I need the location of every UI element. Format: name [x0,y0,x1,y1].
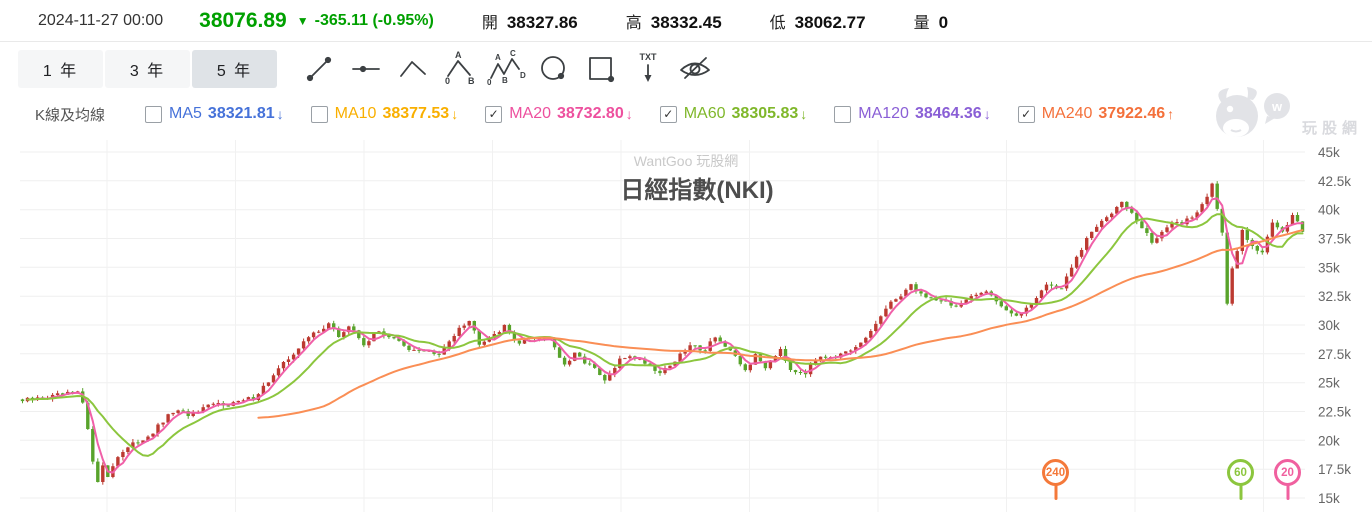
marker-stem [1286,485,1289,500]
text-note-icon[interactable]: TXT [624,46,671,92]
svg-text:32.5k: 32.5k [1318,289,1351,304]
ma5-toggle[interactable]: MA5 38321.81 ↓ [145,105,284,123]
open-group: 開 38327.86 [482,9,578,33]
low-group: 低 38062.77 [770,9,866,33]
svg-text:22.5k: 22.5k [1318,405,1351,420]
period-button-3y[interactable]: 3 年 [105,50,190,88]
period-button-5y[interactable]: 5 年 [192,50,277,88]
legend-title: K線及均線 [35,106,106,124]
quote-datetime: 2024-11-27 00:00 [38,11,164,29]
rectangle-icon[interactable] [577,46,624,92]
horizontal-line-icon[interactable] [342,46,389,92]
high-label: 高 [625,14,642,32]
svg-text:A: A [455,50,462,60]
svg-text:w: w [1271,99,1283,114]
svg-text:27.5k: 27.5k [1318,347,1351,362]
price-change: -365.11 (-0.95%) [314,11,434,29]
chart-title: 日經指數(NKI) [620,177,774,204]
svg-text:0: 0 [487,78,492,87]
ellipse-icon[interactable] [530,46,577,92]
low-label: 低 [769,14,786,32]
down-arrow-icon: ↓ [800,106,808,122]
ma-legend: K線及均線 MA5 38321.81 ↓ MA10 38377.53 ↓ ✓ M… [0,96,1372,132]
svg-text:42.5k: 42.5k [1318,174,1351,189]
volume-label: 量 [913,14,930,32]
svg-text:37.5k: 37.5k [1318,232,1351,247]
svg-text:25k: 25k [1318,376,1340,391]
wantgoo-logo: w 玩股網 [1205,86,1362,142]
ma240-checkbox[interactable]: ✓ [1017,105,1035,123]
high-group: 高 38332.45 [626,9,722,33]
svg-text:D: D [520,71,526,80]
svg-text:45k: 45k [1318,145,1340,160]
ma10-checkbox[interactable] [310,105,328,123]
chart-area: 45k 42.5k 40k 37.5k 35k 32.5k 30k 27.5k 25k 22.5k… [0,140,1372,512]
volume-value: 0 [938,12,949,32]
ma120-toggle[interactable]: MA120 38464.36 ↓ [834,105,991,123]
svg-text:B: B [502,76,508,85]
marker-stem [1054,485,1057,500]
chart-watermark: WantGoo 玩股網 [633,153,739,169]
ma5-checkbox[interactable] [145,105,163,123]
svg-text:0: 0 [445,76,450,86]
svg-text:20k: 20k [1318,433,1340,448]
low-value: 38062.77 [794,12,866,32]
ma240-toggle[interactable]: ✓ MA240 37922.46 ↑ [1017,105,1175,123]
svg-text:C: C [510,49,516,58]
toolbar: 1 年 3 年 5 年 0 A B 0 A B C D TXT [0,42,1372,96]
ma-marker-60[interactable]: 60 [1227,459,1254,500]
wave-0abcd-icon[interactable]: 0 A B C D [483,46,530,92]
angle-line-icon[interactable] [389,46,436,92]
down-arrow-icon: ↓ [983,106,991,122]
wave-0ab-icon[interactable]: 0 A B [436,46,483,92]
down-arrow-icon: ↓ [451,106,459,122]
svg-text:17.5k: 17.5k [1318,462,1351,477]
trend-line-icon[interactable] [295,46,342,92]
last-price: 38076.89 [199,8,287,32]
ma-marker-20[interactable]: 20 [1274,459,1301,500]
svg-text:B: B [468,76,475,86]
drawing-tools: 0 A B 0 A B C D TXT [295,46,718,92]
ma60-toggle[interactable]: ✓ MA60 38305.83 ↓ [659,105,808,123]
svg-text:15k: 15k [1318,491,1340,506]
svg-text:40k: 40k [1318,203,1340,218]
svg-text:35k: 35k [1318,260,1340,275]
volume-group: 量 0 [914,9,948,33]
ma-marker-240[interactable]: 240 [1042,459,1069,500]
ma10-toggle[interactable]: MA10 38377.53 ↓ [310,105,459,123]
down-triangle-icon: ▼ [296,13,309,28]
open-label: 開 [481,14,498,32]
ma60-checkbox[interactable]: ✓ [659,105,677,123]
logo-text: 玩股網 [1301,120,1362,137]
svg-text:TXT: TXT [639,52,657,62]
bull-logo-icon: w [1215,87,1290,137]
open-value: 38327.86 [506,12,578,32]
down-arrow-icon: ↓ [625,106,633,122]
svg-text:30k: 30k [1318,318,1340,333]
ma20-toggle[interactable]: ✓ MA20 38732.80 ↓ [485,105,633,123]
marker-stem [1239,485,1242,500]
up-arrow-icon: ↑ [1167,106,1175,122]
svg-text:A: A [495,53,501,62]
hide-drawings-icon[interactable] [671,46,718,92]
ma20-checkbox[interactable]: ✓ [485,105,503,123]
down-arrow-icon: ↓ [276,106,284,122]
ma120-checkbox[interactable] [834,105,852,123]
period-button-1y[interactable]: 1 年 [18,50,103,88]
high-value: 38332.45 [650,12,722,32]
info-bar: 2024-11-27 00:00 38076.89 ▼ -365.11 (-0.… [0,0,1372,42]
candlestick-chart[interactable]: 45k 42.5k 40k 37.5k 35k 32.5k 30k 27.5k 25k 22.5k… [0,140,1372,512]
